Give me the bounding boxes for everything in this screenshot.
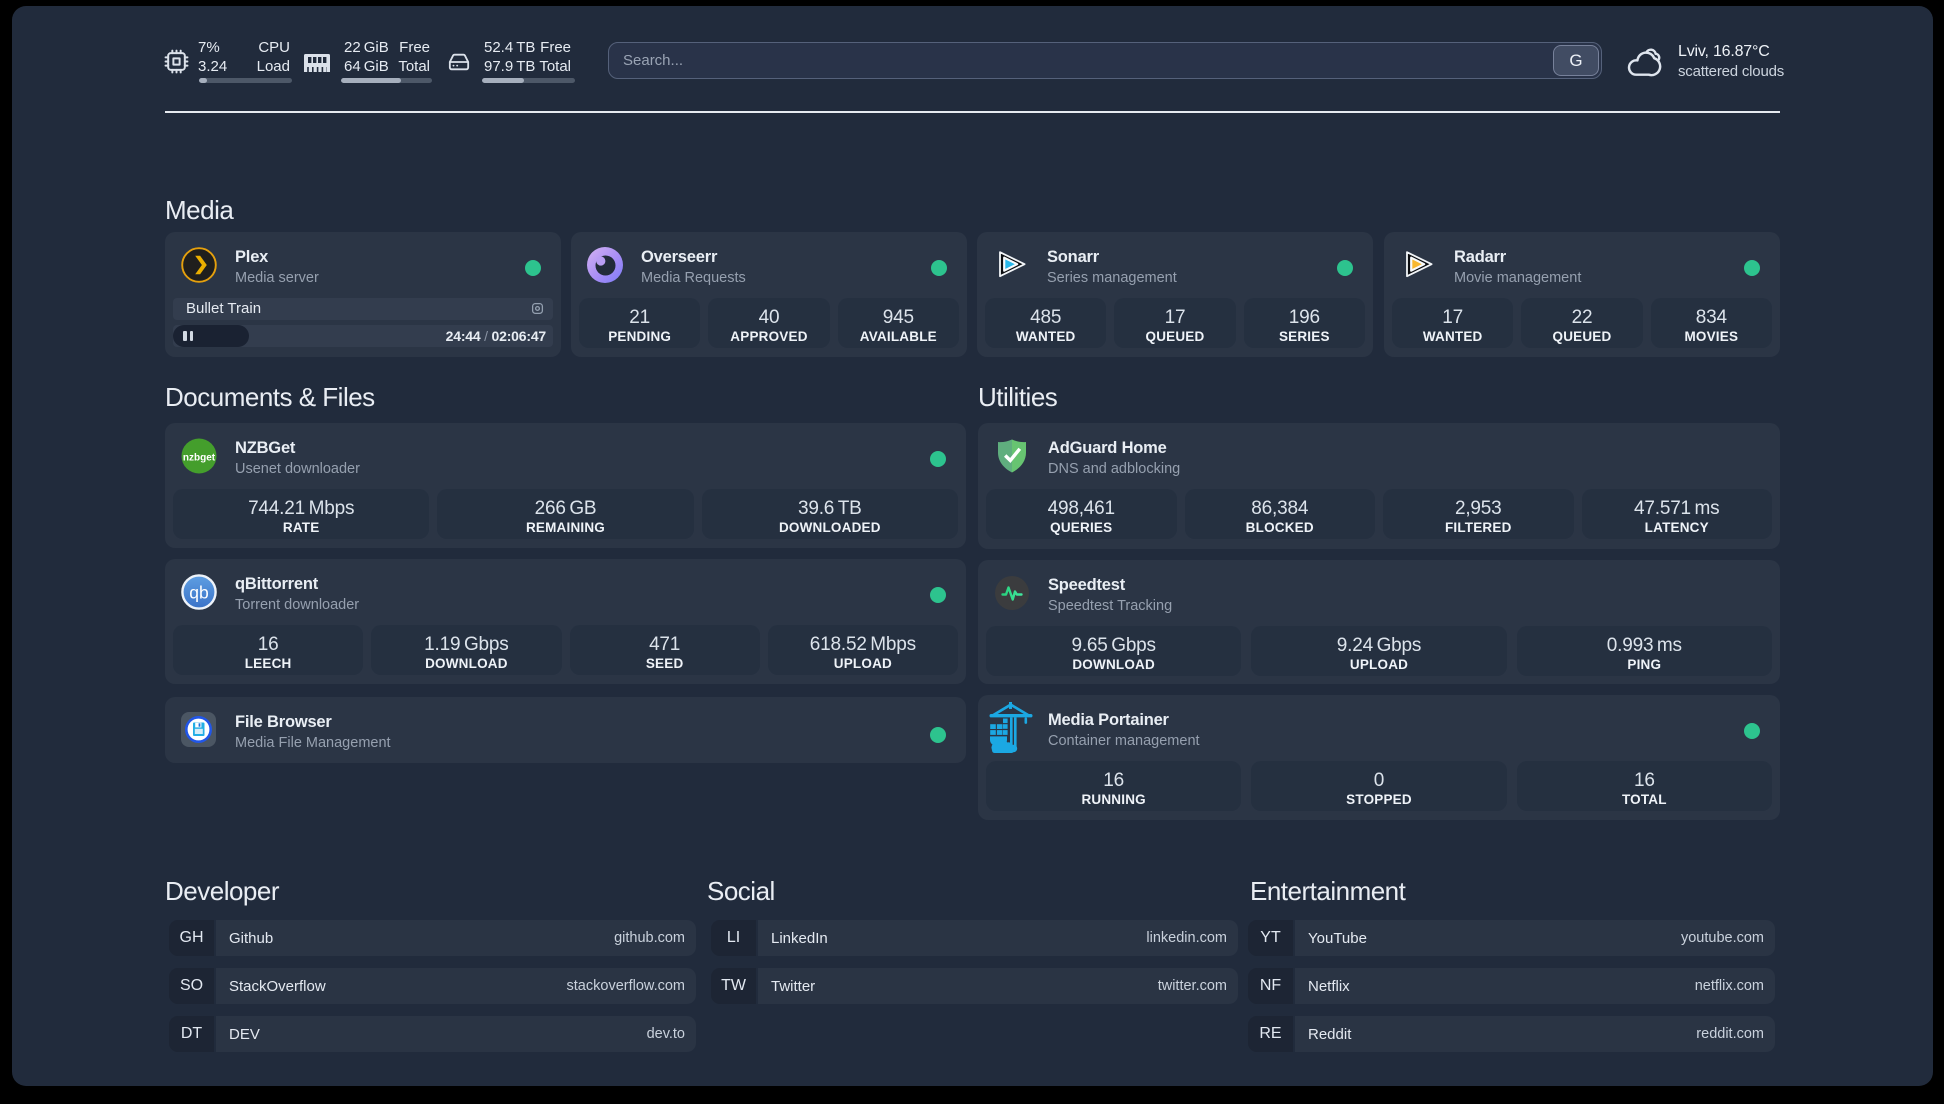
svg-text:qb: qb <box>189 582 208 602</box>
svg-text:nzbget: nzbget <box>183 453 216 464</box>
